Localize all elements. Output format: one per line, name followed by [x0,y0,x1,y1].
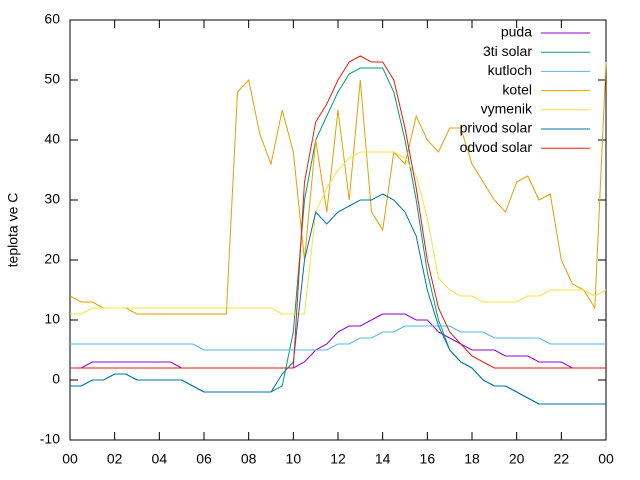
legend-label: vymenik [481,101,533,117]
y-tick-label: -10 [40,431,60,447]
y-tick-label: 0 [52,371,60,387]
x-tick-label: 18 [464,451,480,467]
x-tick-label: 06 [196,451,212,467]
x-tick-label: 12 [330,451,346,467]
y-tick-label: 40 [44,131,60,147]
legend-label: 3ti solar [483,43,532,59]
series-line [70,55,606,369]
legend-label: puda [501,24,532,40]
series-line [70,193,606,405]
x-tick-label: 22 [554,451,570,467]
legend-label: privod solar [460,120,533,136]
series-line [70,313,606,369]
y-tick-label: 60 [44,11,60,27]
x-tick-label: 02 [107,451,123,467]
y-tick-label: 10 [44,311,60,327]
plot-border [69,19,607,441]
x-tick-label: 00 [598,451,614,467]
x-tick-label: 08 [241,451,257,467]
x-tick-label: 16 [420,451,436,467]
series-line [70,325,606,351]
x-tick-label: 20 [509,451,525,467]
legend-label: kotel [502,81,532,97]
x-tick-label: 10 [286,451,302,467]
series-line [70,151,607,315]
series-line [69,61,607,315]
x-tick-label: 04 [152,451,168,467]
legend-label: odvod solar [460,139,533,155]
y-tick-label: 30 [44,191,60,207]
y-tick-label: 50 [44,71,60,87]
legend-label: kutloch [488,62,532,78]
x-tick-label: 00 [62,451,78,467]
x-tick-label: 14 [375,451,391,467]
y-axis-label: teplota ve C [5,193,21,268]
y-tick-label: 20 [44,251,60,267]
